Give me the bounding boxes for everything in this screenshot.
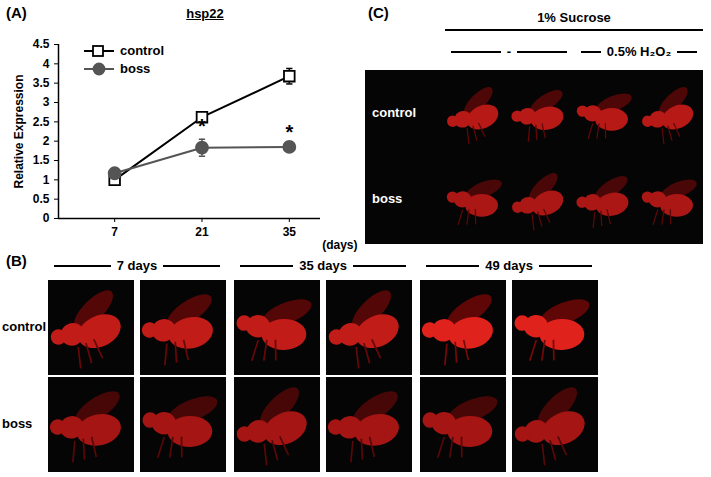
svg-text:35: 35 [283, 225, 297, 239]
html-text:7 days: 7 days [116, 258, 158, 273]
svg-text:(days): (days) [322, 238, 357, 252]
html-text:boss: boss [120, 61, 151, 76]
html-text:boss: boss [2, 415, 33, 431]
svg-text:2: 2 [43, 134, 50, 148]
svg-text:4: 4 [43, 57, 50, 71]
html-text:0.5% H₂O₂: 0.5% H₂O₂ [606, 44, 672, 59]
svg-text:3.5: 3.5 [33, 76, 50, 90]
svg-text:*: * [198, 115, 206, 137]
svg-text:0.5: 0.5 [33, 192, 50, 206]
svg-text:2.5: 2.5 [33, 115, 50, 129]
html-text:control: control [120, 43, 165, 58]
html-text:1% Sucrose: 1% Sucrose [537, 10, 611, 25]
svg-text:*: * [285, 121, 293, 143]
html-text:boss: boss [372, 191, 403, 206]
svg-text:1: 1 [43, 173, 50, 187]
html-text:control: control [372, 105, 417, 120]
html-text:35 days: 35 days [299, 258, 347, 273]
svg-text:7: 7 [111, 225, 118, 239]
svg-text:1.5: 1.5 [33, 153, 50, 167]
html-text:control: control [2, 318, 47, 334]
html-text:hsp22: hsp22 [186, 6, 224, 21]
html-text:(C): (C) [368, 4, 389, 21]
html-text:49 days: 49 days [485, 258, 533, 273]
svg-text:0: 0 [43, 211, 50, 225]
svg-text:4.5: 4.5 [33, 37, 50, 51]
html-text:(A): (A) [6, 4, 27, 21]
svg-text:21: 21 [195, 225, 209, 239]
svg-text:Relative Expression: Relative Expression [12, 74, 26, 188]
svg-text:3: 3 [43, 95, 50, 109]
html-text:(B): (B) [6, 252, 27, 269]
